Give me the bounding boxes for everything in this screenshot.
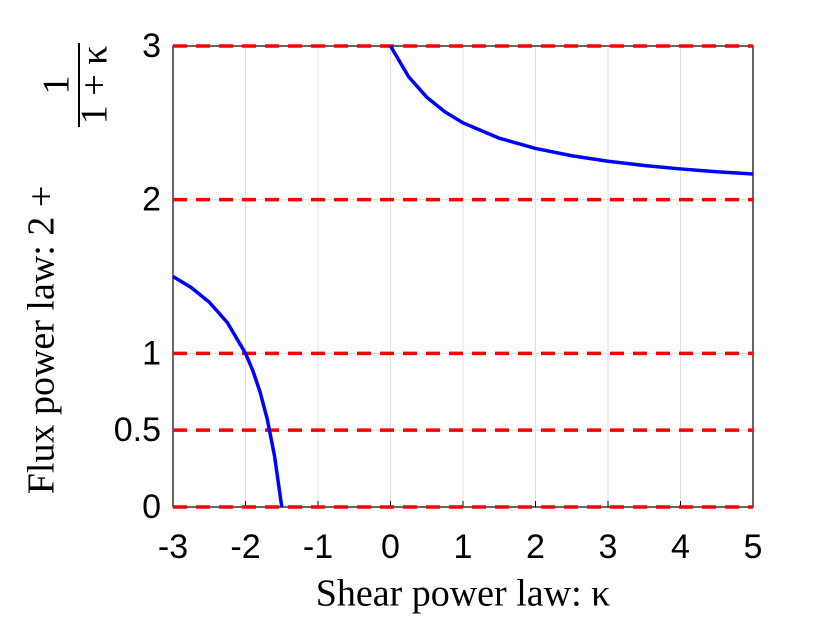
- x-tick-label: 5: [744, 528, 763, 566]
- x-tick-label: -2: [230, 528, 260, 566]
- x-tick-label: 4: [671, 528, 690, 566]
- x-tick-label: 3: [599, 528, 618, 566]
- y-tick-label: 0: [142, 488, 161, 526]
- y-tick-label: 3: [142, 27, 161, 65]
- x-tick-label: -1: [303, 528, 333, 566]
- x-tick-label: -3: [158, 528, 188, 566]
- x-axis-label: Shear power law: κ: [316, 573, 611, 615]
- y-tick-label: 2: [142, 181, 161, 219]
- y-axis-label-denominator: 1 + κ: [74, 46, 116, 125]
- x-tick-label: 1: [454, 528, 473, 566]
- y-tick-label: 0.5: [114, 411, 161, 449]
- y-axis-label: Flux power law: 2 +: [21, 186, 63, 495]
- data-line: [172, 45, 754, 508]
- x-tick-label: 0: [381, 528, 400, 566]
- x-tick-label: 2: [526, 528, 545, 566]
- y-axis-label-numerator: 1: [36, 76, 78, 95]
- y-tick-label: 1: [142, 334, 161, 372]
